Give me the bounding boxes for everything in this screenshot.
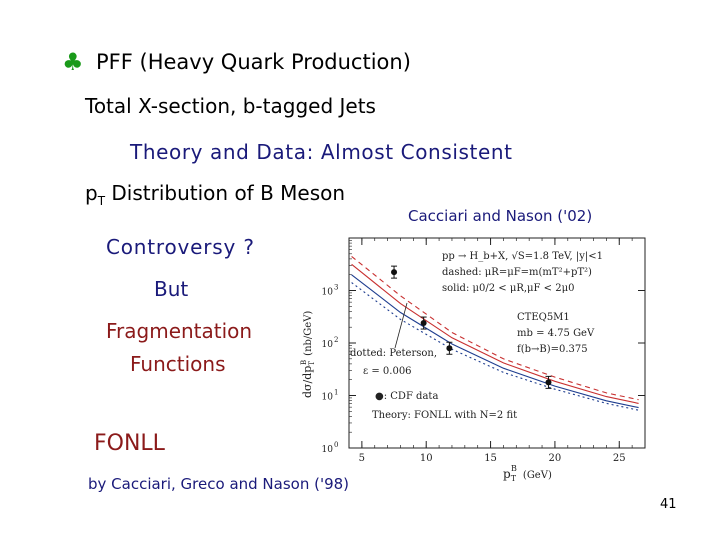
legend-line-3: solid: μ0/2 < μR,μF < 2μ0 — [442, 283, 574, 294]
y-tick-label: 10 — [322, 445, 334, 455]
x-axis-label: p — [503, 467, 511, 481]
theory-curve — [351, 255, 639, 401]
theory-curve — [351, 274, 639, 409]
peterson-line-2: ε = 0.006 — [363, 366, 412, 377]
pt-subscript: T — [97, 194, 106, 208]
y-axis-label: dσ/dp — [301, 366, 314, 398]
x-tick-label: 25 — [613, 453, 626, 464]
cdf-data-label: ●: CDF data — [375, 391, 438, 402]
peterson-pointer — [394, 302, 408, 349]
fragmentation-label: Fragmentation — [106, 319, 253, 343]
cteq-line-3: f(b→B)=0.375 — [517, 344, 588, 355]
theory-curve — [351, 282, 639, 411]
functions-label: Functions — [130, 352, 226, 376]
but-label: But — [154, 277, 189, 301]
svg-text:pTB(GeV): pTB (GeV) — [503, 464, 552, 483]
y-axis-unit: (nb/GeV) — [303, 311, 314, 356]
x-axis-sup: B — [511, 464, 517, 473]
legend-line-1: pp → H_b+X, √S=1.8 TeV, |y|<1 — [442, 251, 603, 262]
y-tick-exponent: 1 — [334, 389, 338, 397]
legend-line-2: dashed: μR=μF=m(mT²+pT²) — [442, 267, 592, 278]
x-tick-label: 20 — [549, 453, 562, 464]
citation-cacciari-nason: Cacciari and Nason ('02) — [408, 207, 593, 225]
page-number: 41 — [660, 497, 677, 512]
pt-text: Distribution of B Meson — [105, 181, 346, 205]
y-tick-label: 10 — [322, 288, 334, 298]
peterson-line-1: dotted: Peterson, — [350, 348, 437, 359]
data-point — [545, 379, 552, 386]
x-tick-label: 5 — [359, 453, 365, 464]
cteq-line-2: mb = 4.75 GeV — [517, 328, 595, 339]
y-axis-sup: B — [300, 360, 308, 365]
data-point — [420, 320, 427, 327]
svg-text:dσ/dpTB(nb/GeV): dσ/dpTB (nb/GeV) — [300, 311, 316, 398]
bullet-xsection: Total X-section, b-tagged Jets — [85, 94, 376, 118]
x-axis-unit: (GeV) — [523, 470, 552, 481]
slide-title: PFF (Heavy Quark Production) — [96, 50, 411, 74]
bullet-pt-distribution: pT Distribution of B Meson — [85, 181, 345, 208]
pt-letter: p — [85, 181, 98, 205]
y-tick-label: 10 — [322, 393, 334, 403]
controversy-label: Controversy ? — [106, 235, 255, 259]
data-point-group — [391, 265, 552, 389]
theory-fonll-label: Theory: FONLL with N=2 fit — [372, 410, 517, 421]
byline-citation: by Cacciari, Greco and Nason ('98) — [88, 475, 350, 493]
data-point — [391, 269, 398, 276]
bullet-theory-data: Theory and Data: Almost Consistent — [130, 140, 513, 164]
y-tick-label: 10 — [322, 340, 334, 350]
curve-group — [351, 255, 639, 411]
x-axis-sub: T — [511, 474, 517, 483]
cteq-line-1: CTEQ5M1 — [517, 312, 570, 323]
x-axis-title: pTB (GeV) — [503, 464, 552, 483]
fonll-label: FONLL — [94, 431, 165, 456]
y-tick-exponent: 3 — [334, 284, 338, 292]
club-icon: ♣ — [62, 48, 84, 76]
y-tick-exponent: 2 — [334, 336, 338, 344]
theory-curve — [351, 263, 639, 404]
x-tick-label: 15 — [484, 453, 497, 464]
y-tick-exponent: 0 — [334, 441, 338, 449]
y-axis-title: dσ/dpTB (nb/GeV) — [300, 311, 316, 398]
data-point — [446, 345, 453, 352]
y-axis-sub: T — [308, 361, 316, 366]
x-tick-label: 10 — [420, 453, 433, 464]
